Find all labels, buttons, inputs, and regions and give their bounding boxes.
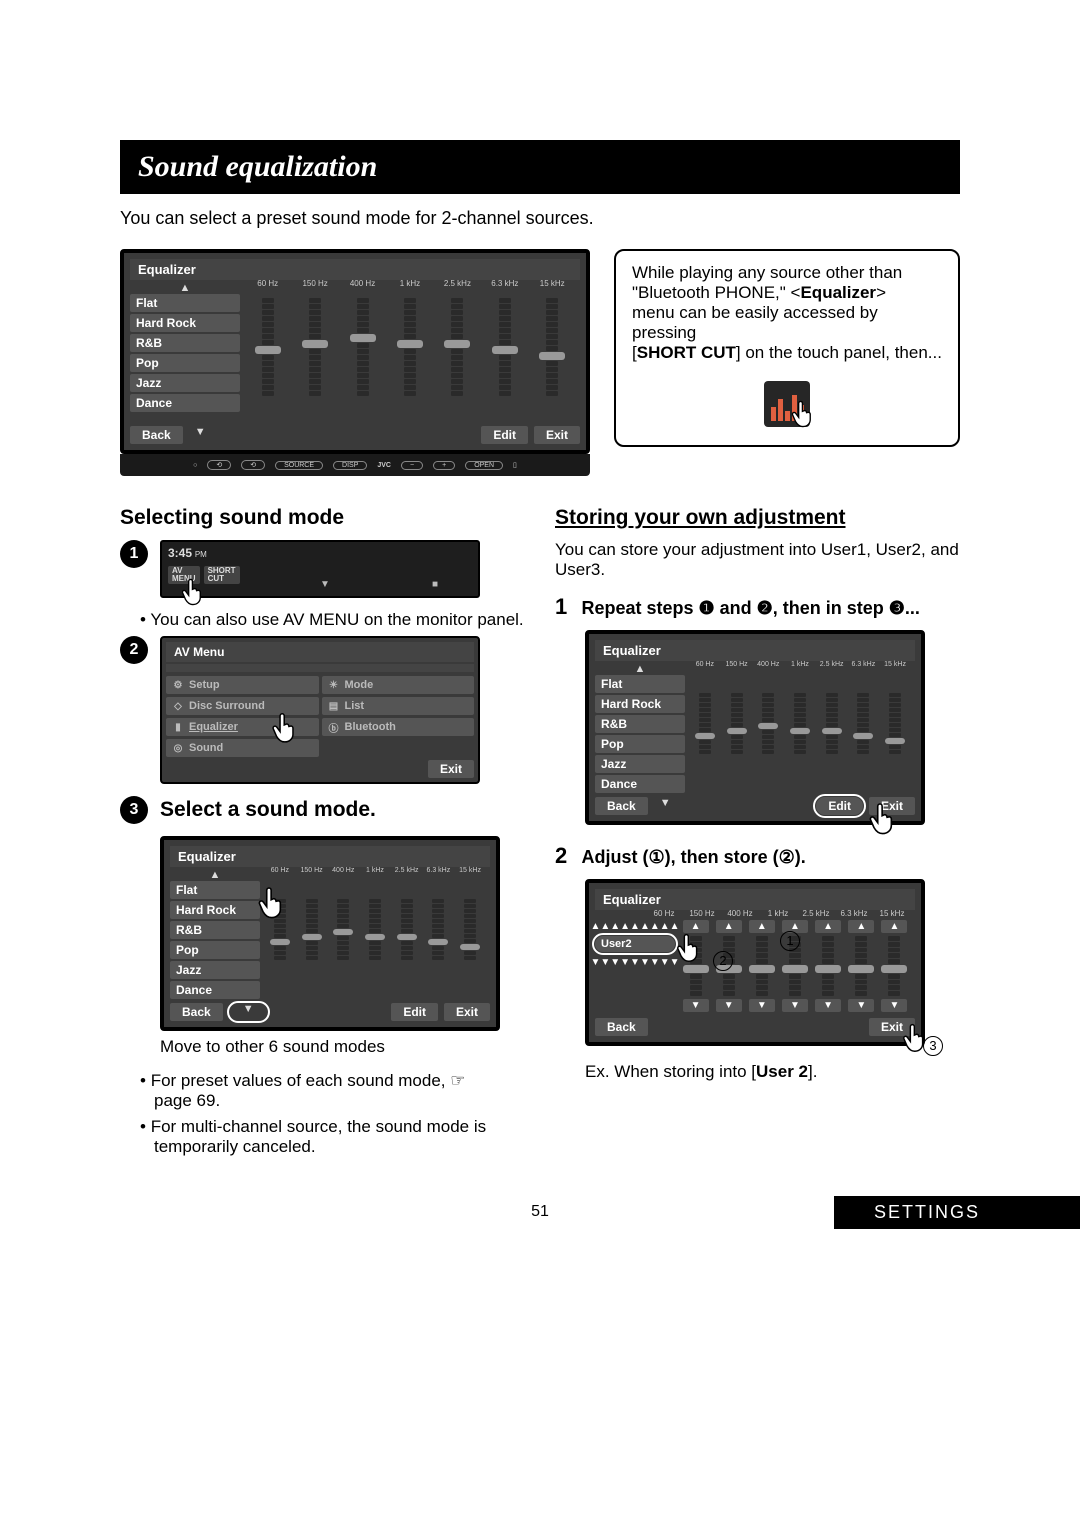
selecting-heading: Selecting sound mode — [120, 506, 525, 530]
equalizer-shortcut-icon[interactable] — [764, 381, 810, 427]
step-2-text: Adjust (①), then store (②). — [581, 847, 805, 867]
num-2: 2 — [555, 843, 577, 869]
menu-mode[interactable]: ☀Mode — [322, 676, 475, 694]
equalizer-screen-edit: Equalizer ▲ 60 Hz150 Hz400 Hz1 kHz2.5 kH… — [585, 630, 925, 825]
scroll-down-icon[interactable]: ▼ — [189, 426, 212, 444]
frequency-labels: 60 Hz 150 Hz 400 Hz 1 kHz 2.5 kHz 6.3 kH… — [240, 280, 580, 294]
eq-sliders[interactable] — [240, 294, 580, 422]
marker-1: 1 — [780, 931, 800, 951]
storing-intro: You can store your adjustment into User1… — [555, 540, 960, 580]
edit-button-highlight[interactable]: Edit — [816, 797, 863, 815]
intro-text: You can select a preset sound mode for 2… — [120, 208, 960, 229]
preset-jazz[interactable]: Jazz — [130, 374, 240, 392]
preset-dance[interactable]: Dance — [130, 394, 240, 412]
hand-cursor-icon — [256, 884, 290, 929]
equalizer-user-screen: Equalizer 60 Hz150 Hz400 Hz1 kHz2.5 kHz6… — [585, 879, 925, 1046]
hand-cursor-icon — [867, 800, 901, 845]
equalizer-screen-small-1: Equalizer ▲ 60 Hz150 Hz400 Hz1 kHz2.5 kH… — [160, 836, 500, 1031]
preset-pop[interactable]: Pop — [130, 354, 240, 372]
storing-heading: Storing your own adjustment — [555, 506, 960, 530]
step-1-badge: 1 — [120, 540, 148, 568]
user2-button[interactable]: User2 — [595, 936, 675, 952]
edit-button[interactable]: Edit — [481, 426, 528, 444]
hand-cursor-icon — [180, 576, 208, 615]
scroll-down-highlight[interactable]: ▼ — [229, 1003, 268, 1021]
caption-example: Ex. When storing into [User 2]. — [585, 1062, 960, 1082]
preset-flat[interactable]: Flat — [130, 294, 240, 312]
hand-cursor-icon — [901, 1021, 931, 1062]
page-number: 51 — [531, 1203, 549, 1221]
hand-cursor-icon — [790, 398, 818, 437]
equalizer-screen-large: Equalizer ▲ 60 Hz 150 Hz 400 Hz 1 kHz 2.… — [120, 249, 590, 454]
back-button[interactable]: Back — [130, 426, 183, 444]
section-tag: SETTINGS — [834, 1196, 1080, 1229]
av-menu-screenshot: AV Menu ⚙Setup ☀Mode ◇Disc Surround ▤Lis… — [160, 636, 480, 784]
sidebar-note: While playing any source other than "Blu… — [614, 249, 960, 447]
exit-button[interactable]: Exit — [534, 426, 580, 444]
equalizer-heading: Equalizer — [130, 259, 580, 280]
bullet-preset: For preset values of each sound mode, ☞ … — [140, 1071, 525, 1111]
av-exit-button[interactable]: Exit — [428, 760, 474, 778]
hand-cursor-icon — [675, 931, 705, 972]
menu-bluetooth[interactable]: ⓑBluetooth — [322, 718, 475, 736]
bullet-multichannel: For multi-channel source, the sound mode… — [140, 1117, 525, 1157]
scroll-up-icon[interactable]: ▲ — [170, 869, 260, 881]
marker-2: 2 — [713, 951, 733, 971]
page-title: Sound equalization — [120, 140, 960, 194]
menu-list[interactable]: ▤List — [322, 697, 475, 715]
device-button-strip: ○⟲⟲ SOURCEDISP JVC −+OPEN▯ — [120, 454, 590, 476]
step-2-badge: 2 — [120, 636, 148, 664]
scroll-up-icon[interactable]: ▲ — [130, 282, 240, 294]
step-3-badge: 3 — [120, 796, 148, 824]
top-bar-screenshot: 3:45 PM AVMENU SHORTCUT ▼■ — [160, 540, 480, 598]
menu-setup[interactable]: ⚙Setup — [166, 676, 319, 694]
preset-rnb[interactable]: R&B — [130, 334, 240, 352]
num-1: 1 — [555, 594, 577, 620]
step-1-text: Repeat steps ❶ and ❷, then in step ❸... — [581, 598, 919, 618]
step-3-text: Select a sound mode. — [160, 798, 376, 822]
caption-move: Move to other 6 sound modes — [160, 1037, 525, 1057]
preset-hardrock[interactable]: Hard Rock — [130, 314, 240, 332]
shortcut-chip[interactable]: SHORTCUT — [204, 566, 240, 584]
hand-cursor-icon — [270, 710, 302, 753]
